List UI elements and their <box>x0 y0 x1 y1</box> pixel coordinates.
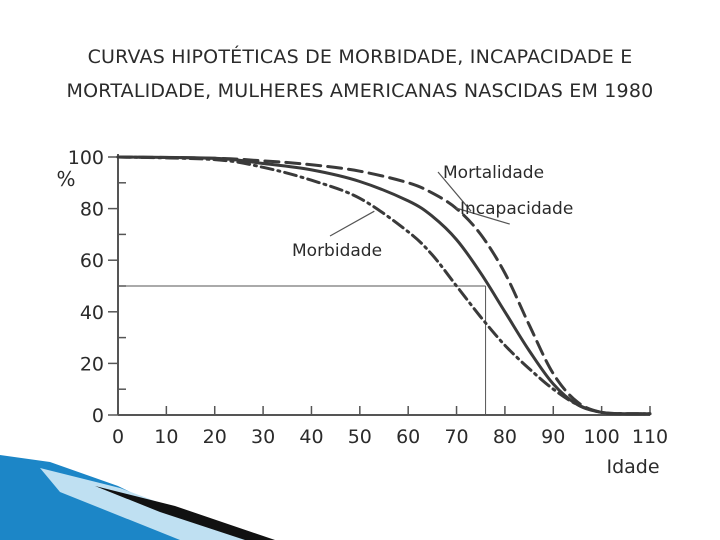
annotation-leader-mortalidade <box>437 171 472 212</box>
x-tick-label: 110 <box>632 426 668 448</box>
x-tick-label: 60 <box>396 426 420 448</box>
annotation-leader-morbidade <box>329 210 375 237</box>
y-tick-label: 20 <box>80 353 104 375</box>
y-tick-label: 40 <box>80 302 104 324</box>
x-axis-label: Idade <box>606 456 659 478</box>
y-tick-label: 60 <box>80 250 104 272</box>
series-line-morbidade <box>116 155 652 416</box>
series-line-mortalidade <box>116 155 652 416</box>
series-line-incapacidade <box>116 155 652 416</box>
y-axis-label: % <box>56 167 75 191</box>
x-tick-label: 70 <box>444 426 468 448</box>
annotation-label-incapacidade: Incapacidade <box>460 199 573 219</box>
title-line-1: CURVAS HIPOTÉTICAS DE MORBIDADE, INCAPAC… <box>87 46 633 68</box>
x-tick-label: 40 <box>299 426 323 448</box>
x-tick-label: 0 <box>112 426 124 448</box>
annotation-leader-incapacidade <box>455 207 510 225</box>
chart-title: CURVAS HIPOTÉTICAS DE MORBIDADE, INCAPAC… <box>0 40 720 108</box>
x-tick-label: 100 <box>584 426 620 448</box>
annotation-label-mortalidade: Mortalidade <box>443 163 544 183</box>
y-tick-label: 0 <box>92 405 104 427</box>
x-tick-label: 90 <box>541 426 565 448</box>
x-tick-label: 50 <box>348 426 372 448</box>
x-tick-label: 20 <box>203 426 227 448</box>
corner-dark-swoosh <box>95 486 275 540</box>
x-tick-label: 30 <box>251 426 275 448</box>
x-tick-label: 80 <box>493 426 517 448</box>
title-line-2: MORTALIDADE, MULHERES AMERICANAS NASCIDA… <box>66 80 654 102</box>
x-tick-label: 10 <box>154 426 178 448</box>
y-tick-label: 100 <box>68 147 104 169</box>
y-tick-label: 80 <box>80 199 104 221</box>
annotation-label-morbidade: Morbidade <box>292 241 382 261</box>
